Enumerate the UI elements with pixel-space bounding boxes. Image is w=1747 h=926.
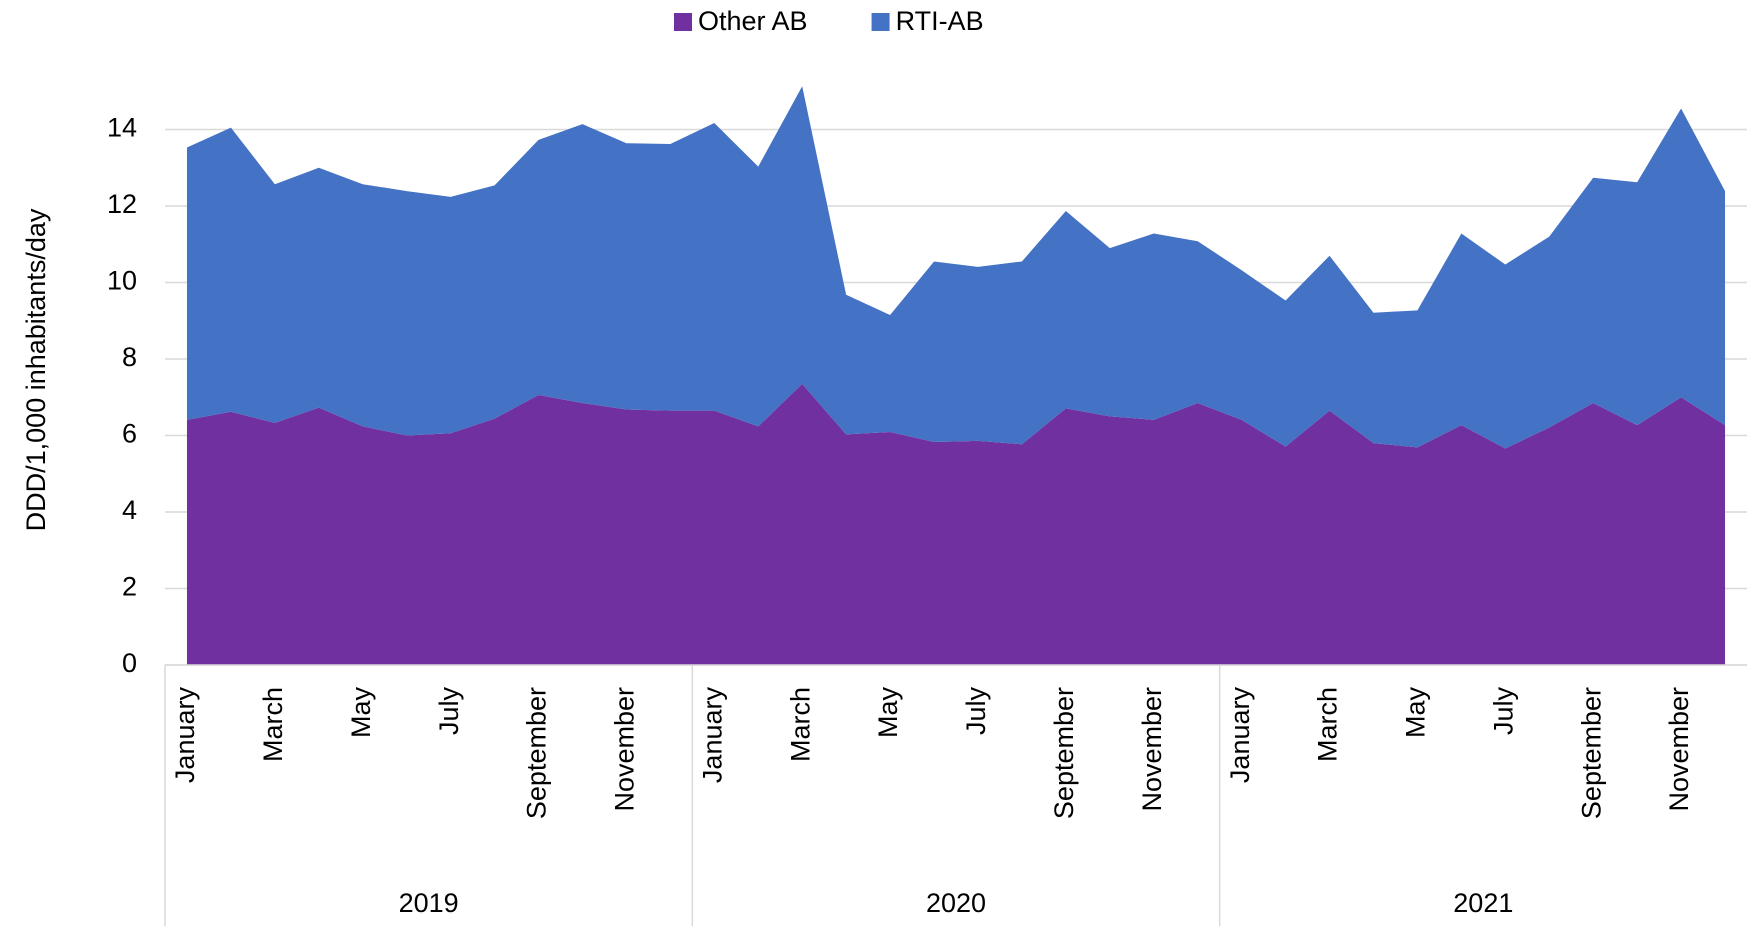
x-group-label: 2019 <box>399 888 459 918</box>
x-tick-label: September <box>1576 687 1606 819</box>
x-tick-label: January <box>170 687 200 784</box>
x-tick-label: March <box>1313 687 1343 762</box>
y-tick-label: 12 <box>107 189 137 219</box>
x-group-label: 2020 <box>926 888 986 918</box>
x-tick-label: May <box>1401 687 1431 739</box>
x-group-label: 2021 <box>1453 888 1513 918</box>
y-tick-label: 10 <box>107 266 137 296</box>
x-tick-label: November <box>610 687 640 812</box>
y-tick-label: 0 <box>122 648 137 678</box>
x-tick-label: March <box>258 687 288 762</box>
y-tick-label: 6 <box>122 419 137 449</box>
area <box>186 86 1726 449</box>
x-tick-label: May <box>873 687 903 739</box>
x-tick-label: November <box>1664 687 1694 812</box>
y-tick-label: 2 <box>122 572 137 602</box>
x-tick-label: September <box>1049 687 1079 819</box>
x-tick-label: January <box>1225 687 1255 784</box>
y-tick-label: 4 <box>122 495 137 525</box>
legend-label: Other AB <box>698 6 808 36</box>
x-tick-label: November <box>1137 687 1167 812</box>
x-tick-label: July <box>961 687 991 736</box>
y-tick-label: 14 <box>107 113 137 143</box>
x-tick-label: July <box>434 687 464 736</box>
x-tick-label: May <box>346 687 376 739</box>
y-tick-label: 8 <box>122 342 137 372</box>
x-tick-label: January <box>697 687 727 784</box>
legend-swatch <box>871 13 890 31</box>
area <box>186 383 1726 665</box>
legend-swatch <box>674 13 692 31</box>
x-tick-label: July <box>1488 687 1518 736</box>
x-tick-label: March <box>785 687 815 762</box>
x-tick-label: September <box>522 687 552 819</box>
legend-label: RTI-AB <box>896 6 984 36</box>
y-axis-label: DDD/1,000 inhabitants/day <box>21 208 51 531</box>
